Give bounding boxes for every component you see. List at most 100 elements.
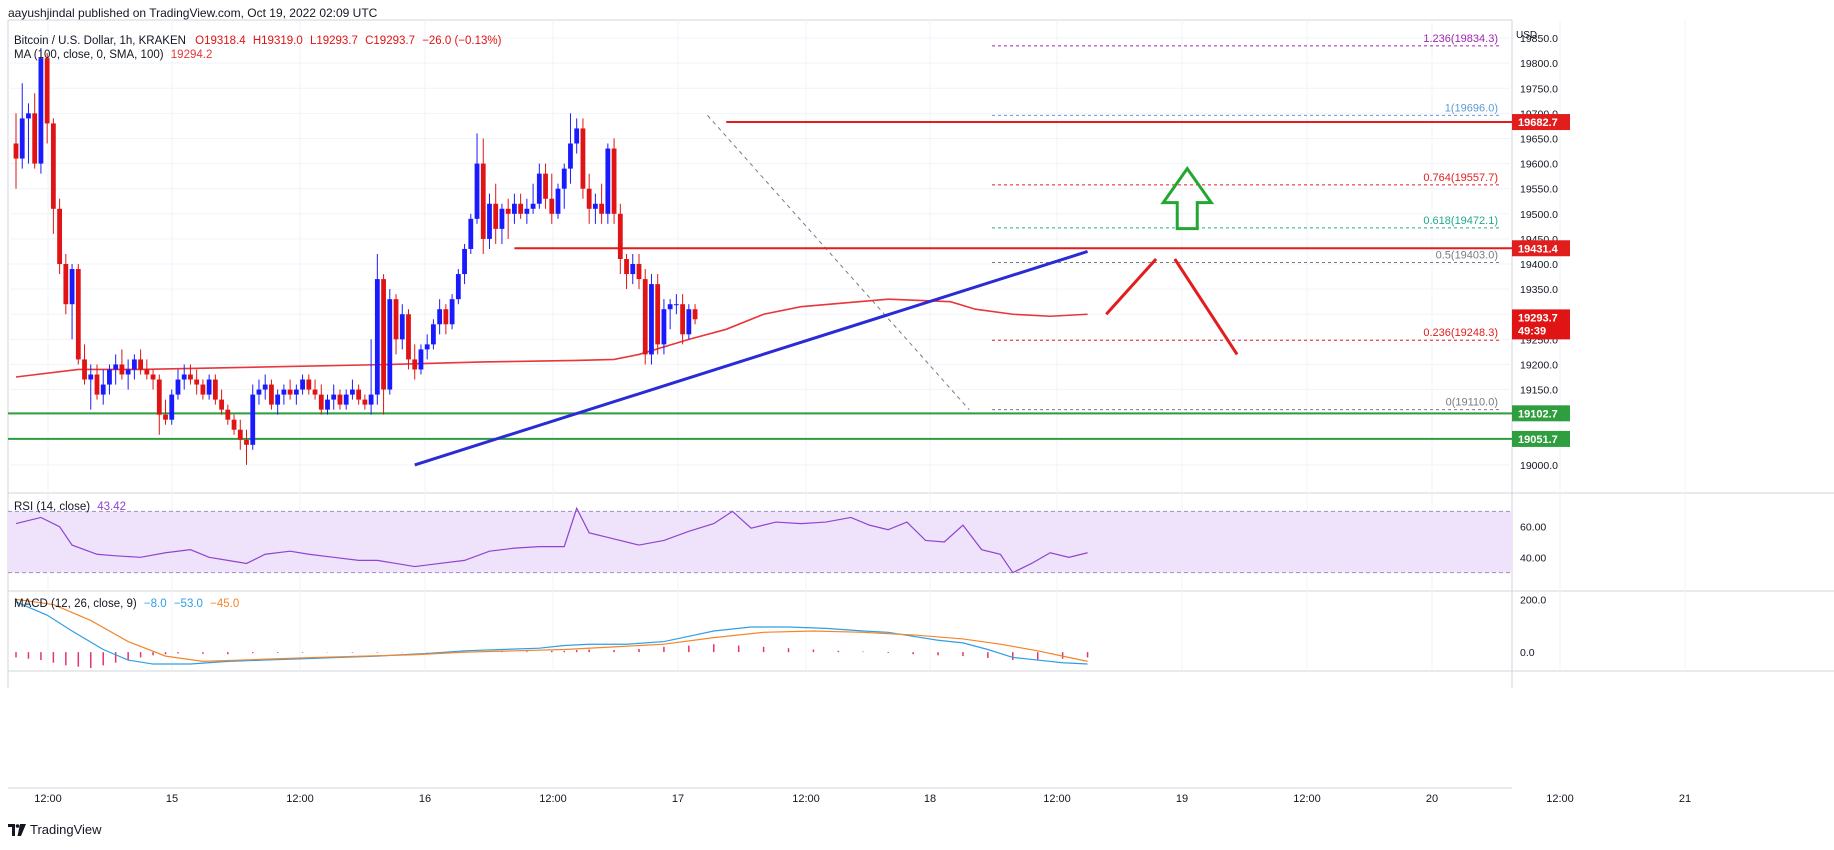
candle-body — [599, 203, 605, 214]
candle-body — [19, 118, 25, 159]
fib-level-label: 0(19110.0) — [1446, 397, 1498, 409]
fib-level-label: 0.764(19557.7) — [1423, 172, 1498, 184]
x-tick-label: 12:00 — [1293, 793, 1321, 805]
ma-label: MA (100, close, 0, SMA, 100) — [14, 49, 164, 61]
rsi-line — [15, 506, 1088, 574]
candle-body — [50, 123, 56, 209]
time-axis[interactable]: 12:00 15 12:00 16 12:00 17 12:00 18 12:00 19 12:00… — [8, 787, 1691, 805]
candle-body — [26, 113, 31, 119]
candle-body — [69, 269, 75, 305]
candle-body — [474, 163, 480, 219]
candle-body — [231, 419, 237, 430]
candle-body — [362, 399, 368, 405]
candle-body — [331, 394, 337, 400]
y-tick-label: 19350.0 — [1520, 284, 1558, 296]
candle-body — [487, 203, 492, 239]
rsi-value: 43.42 — [97, 501, 127, 513]
candle-body — [163, 414, 168, 420]
candle-body — [293, 389, 299, 395]
last-price-tag: 19293.7 — [1518, 312, 1558, 324]
candle-body — [194, 379, 200, 385]
candle-body — [636, 264, 642, 280]
candle-body — [555, 188, 561, 214]
candle-body — [568, 143, 573, 169]
candle-body — [642, 279, 648, 355]
x-tick-label: 12:00 — [539, 793, 567, 805]
candle-body — [13, 143, 19, 159]
fib-level-label: 1.236(19834.3) — [1423, 33, 1498, 45]
candle-body — [256, 389, 262, 395]
candle-body — [630, 264, 636, 275]
y-tick-label: 19600.0 — [1520, 159, 1558, 171]
fib-level-label: 0.5(19403.0) — [1436, 250, 1498, 262]
candle-body — [424, 344, 430, 350]
candle-body — [406, 314, 411, 360]
candle-body — [343, 394, 349, 405]
last-price-tag-bg — [1512, 309, 1570, 340]
x-tick-label: 21 — [1679, 793, 1691, 805]
tradingview-footer[interactable]: TradingView — [8, 822, 102, 837]
candle-body — [586, 188, 592, 209]
candle-body — [325, 399, 330, 410]
candle-body — [269, 384, 274, 405]
candle-body — [655, 284, 661, 345]
y-tick-label: 19150.0 — [1520, 385, 1558, 397]
candle-body — [530, 203, 536, 209]
candle-body — [431, 324, 436, 345]
candle-body — [661, 309, 667, 345]
projection-arrows — [1105, 166, 1239, 356]
macd-tick-label: 200.0 — [1520, 594, 1546, 606]
candle-body — [94, 374, 100, 395]
x-tick-label: 12:00 — [34, 793, 62, 805]
macd-tick-label: 0.0 — [1520, 647, 1535, 659]
candle-body — [138, 359, 143, 370]
candle-body — [617, 213, 623, 259]
candle-body — [175, 379, 181, 395]
candle-body — [188, 374, 193, 380]
candle-body — [605, 148, 611, 214]
candle-body — [455, 274, 461, 300]
publish-line: aayushjindal published on TradingView.co… — [8, 6, 378, 20]
fib-level-label: 1(19696.0) — [1445, 102, 1498, 114]
candle-body — [57, 208, 63, 265]
candle-body — [44, 58, 50, 124]
ascending-trendline — [414, 250, 1089, 467]
horizontal-levels — [8, 121, 1512, 440]
candle-body — [156, 379, 162, 415]
candle-body — [686, 309, 692, 335]
y-tick-label: 19800.0 — [1520, 58, 1558, 70]
bullish-arrow-icon — [1160, 166, 1215, 231]
macd-signal-value: −53.0 — [173, 598, 203, 610]
candlesticks — [13, 48, 698, 465]
x-tick-label: 18 — [924, 793, 936, 805]
price-tags: 19682.7 19431.4 19102.7 19051.7 19293.749:39 — [1512, 114, 1570, 447]
x-tick-label: 12:00 — [792, 793, 820, 805]
candle-body — [300, 379, 305, 390]
candle-body — [275, 394, 281, 405]
candle-body — [673, 304, 679, 306]
ohlc-change: −26.0 (−0.13%) — [422, 35, 502, 47]
candle-body — [225, 409, 231, 420]
candle-body — [356, 389, 362, 400]
fib-level-label: 0.618(19472.1) — [1423, 215, 1498, 227]
tradingview-logo-icon — [8, 823, 26, 836]
y-tick-label: 19850.0 — [1520, 33, 1558, 45]
y-tick-label: 19500.0 — [1520, 209, 1558, 221]
candle-body — [82, 359, 87, 380]
macd-legend: MACD (12, 26, close, 9) −8.0 −53.0 −45.0 — [14, 598, 239, 610]
candle-body — [412, 359, 418, 370]
candle-body — [624, 259, 629, 275]
candle-body — [125, 369, 131, 375]
macd-panel — [15, 598, 1089, 668]
last-price-tag: 49:39 — [1518, 325, 1546, 337]
symbol-name: Bitcoin / U.S. Dollar, 1h, KRAKEN — [14, 35, 186, 47]
trendline — [414, 250, 1089, 467]
ma-legend: MA (100, close, 0, SMA, 100) 19294.2 — [14, 49, 212, 61]
candle-body — [350, 389, 355, 395]
candle-body — [399, 314, 405, 340]
support-price-tag: 19102.7 — [1518, 408, 1558, 420]
candle-body — [387, 299, 393, 390]
candle-body — [437, 309, 443, 325]
